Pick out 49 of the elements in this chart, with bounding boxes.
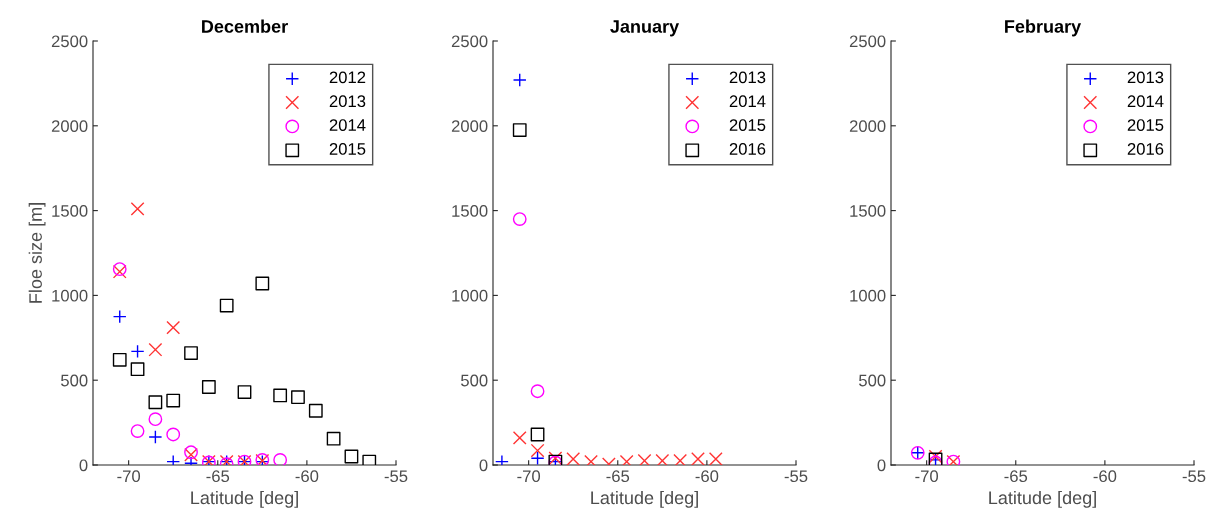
y-tick-label: 1000 bbox=[850, 289, 886, 302]
legend-label: 2016 bbox=[729, 143, 766, 155]
y-tick-label: 1500 bbox=[452, 205, 488, 217]
x-tick-label: -70 bbox=[117, 470, 141, 483]
legend-label: 2013 bbox=[729, 71, 766, 84]
legend-label: 2013 bbox=[1127, 71, 1164, 84]
x-tick-label: -55 bbox=[1182, 470, 1206, 483]
x-tick-label: -60 bbox=[695, 470, 719, 483]
y-tick-label: 2000 bbox=[51, 120, 88, 132]
legend-label: 2015 bbox=[1127, 119, 1164, 131]
y-tick-label: 1500 bbox=[52, 205, 88, 217]
legend-label: 2014 bbox=[1127, 95, 1164, 108]
legend-label: 2015 bbox=[729, 119, 766, 131]
y-tick-label: 500 bbox=[859, 374, 886, 387]
y-tick-label: 2500 bbox=[51, 35, 88, 48]
y-tick-label: 0 bbox=[479, 459, 488, 472]
x-tick-label: -65 bbox=[1004, 470, 1028, 483]
legend-label: 2014 bbox=[729, 95, 766, 108]
legend-label: 2013 bbox=[329, 95, 366, 108]
y-tick-label: 1500 bbox=[850, 205, 886, 217]
legend-label: 2015 bbox=[329, 143, 366, 155]
y-tick-label: 2000 bbox=[451, 120, 488, 132]
x-tick-label: -65 bbox=[206, 470, 230, 483]
x-tick-label: -70 bbox=[915, 470, 939, 483]
x-tick-label: -55 bbox=[784, 470, 808, 483]
y-tick-label: 1000 bbox=[52, 289, 88, 302]
x-axis-title: Latitude [deg] bbox=[591, 490, 698, 508]
x-axis-title: Latitude [deg] bbox=[989, 490, 1096, 508]
chart-title: January bbox=[610, 20, 680, 37]
y-axis-title: Floe size [m] bbox=[28, 203, 46, 303]
y-tick-label: 2000 bbox=[849, 120, 886, 132]
legend-label: 2012 bbox=[329, 71, 366, 84]
y-tick-label: 2500 bbox=[451, 35, 488, 48]
y-tick-label: 2500 bbox=[849, 35, 886, 48]
y-tick-label: 1000 bbox=[452, 289, 488, 302]
y-tick-label: 500 bbox=[461, 374, 488, 387]
x-tick-label: -70 bbox=[517, 470, 541, 483]
chart-title: February bbox=[1005, 19, 1082, 37]
x-axis-title: Latitude [deg] bbox=[191, 490, 298, 508]
legend-label: 2016 bbox=[1127, 143, 1164, 155]
x-tick-label: -60 bbox=[295, 470, 319, 483]
x-tick-label: -65 bbox=[606, 470, 630, 483]
y-tick-label: 0 bbox=[877, 459, 886, 472]
legend-label: 2014 bbox=[329, 119, 366, 131]
x-tick-label: -55 bbox=[384, 470, 408, 483]
chart-title: December bbox=[202, 19, 288, 33]
y-tick-label: 500 bbox=[61, 374, 88, 387]
y-tick-label: 0 bbox=[79, 459, 88, 472]
x-tick-label: -60 bbox=[1093, 470, 1117, 483]
